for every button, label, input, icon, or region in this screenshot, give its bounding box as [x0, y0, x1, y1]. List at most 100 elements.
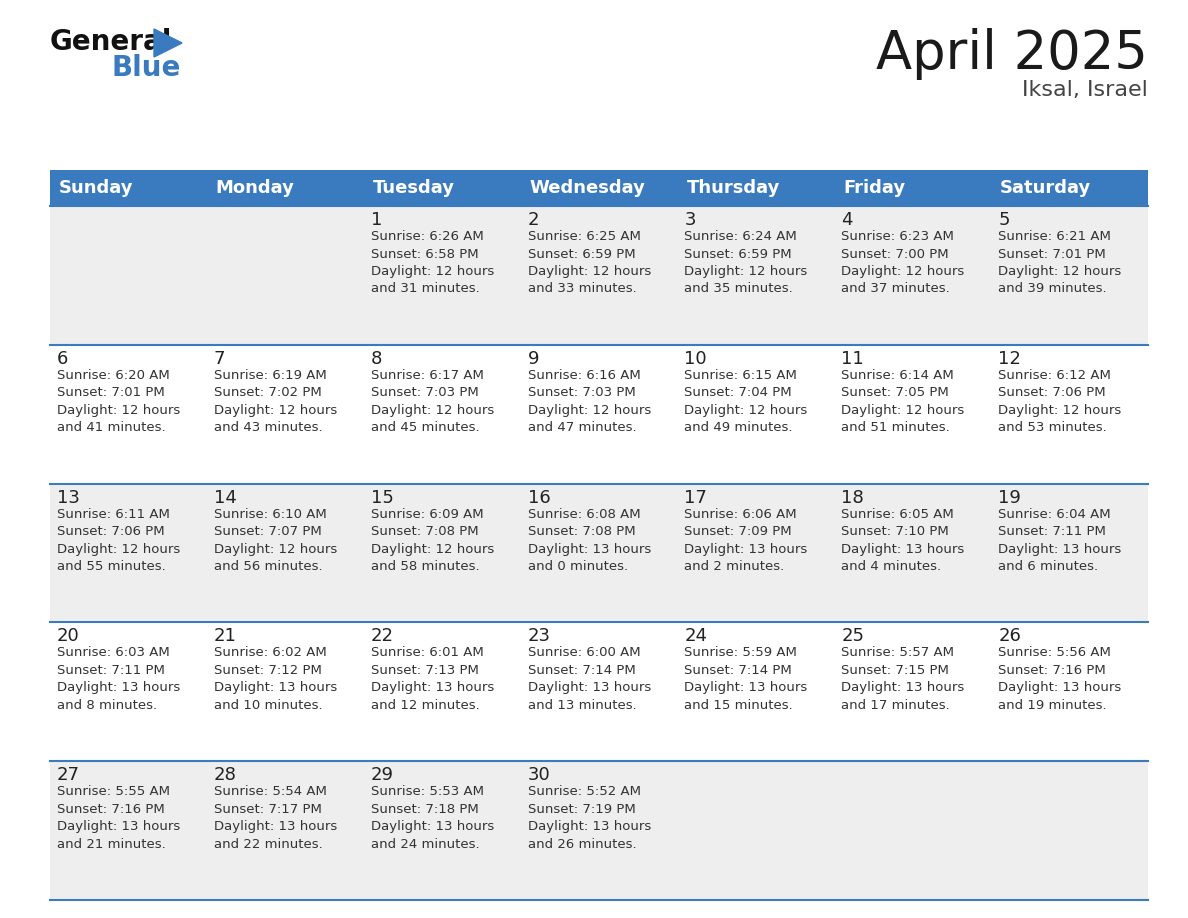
Text: and 49 minutes.: and 49 minutes.: [684, 421, 792, 434]
Text: 17: 17: [684, 488, 707, 507]
Text: Sunrise: 6:05 AM: Sunrise: 6:05 AM: [841, 508, 954, 521]
Text: Sunset: 6:59 PM: Sunset: 6:59 PM: [684, 248, 792, 261]
Text: and 45 minutes.: and 45 minutes.: [371, 421, 479, 434]
Bar: [834, 170, 991, 206]
Text: and 55 minutes.: and 55 minutes.: [57, 560, 166, 573]
Text: and 8 minutes.: and 8 minutes.: [57, 699, 157, 711]
Text: Monday: Monday: [216, 179, 295, 197]
Text: Daylight: 13 hours: Daylight: 13 hours: [214, 820, 337, 834]
Text: and 41 minutes.: and 41 minutes.: [57, 421, 165, 434]
Text: 16: 16: [527, 488, 550, 507]
Text: Sunset: 7:10 PM: Sunset: 7:10 PM: [841, 525, 949, 538]
Text: Sunrise: 6:19 AM: Sunrise: 6:19 AM: [214, 369, 327, 382]
Text: 22: 22: [371, 627, 393, 645]
Text: 11: 11: [841, 350, 864, 368]
Text: Sunset: 7:05 PM: Sunset: 7:05 PM: [841, 386, 949, 399]
Text: Sunset: 7:17 PM: Sunset: 7:17 PM: [214, 802, 322, 816]
Text: Daylight: 12 hours: Daylight: 12 hours: [371, 404, 494, 417]
Text: Sunrise: 5:57 AM: Sunrise: 5:57 AM: [841, 646, 954, 659]
Text: Daylight: 13 hours: Daylight: 13 hours: [371, 681, 494, 694]
Text: Daylight: 13 hours: Daylight: 13 hours: [527, 820, 651, 834]
Text: Sunrise: 6:04 AM: Sunrise: 6:04 AM: [998, 508, 1111, 521]
Text: Sunrise: 6:00 AM: Sunrise: 6:00 AM: [527, 646, 640, 659]
Text: Daylight: 13 hours: Daylight: 13 hours: [371, 820, 494, 834]
Text: and 35 minutes.: and 35 minutes.: [684, 283, 794, 296]
Bar: [50, 206, 1148, 345]
Bar: [50, 761, 1148, 900]
Text: 28: 28: [214, 767, 236, 784]
Text: 24: 24: [684, 627, 707, 645]
Text: 3: 3: [684, 211, 696, 229]
Text: 30: 30: [527, 767, 550, 784]
Text: 9: 9: [527, 350, 539, 368]
Text: and 26 minutes.: and 26 minutes.: [527, 838, 637, 851]
Text: Sunset: 7:01 PM: Sunset: 7:01 PM: [998, 248, 1106, 261]
Text: Daylight: 13 hours: Daylight: 13 hours: [998, 543, 1121, 555]
Text: Wednesday: Wednesday: [530, 179, 645, 197]
Text: Sunset: 6:59 PM: Sunset: 6:59 PM: [527, 248, 636, 261]
Bar: [50, 484, 1148, 622]
Text: Daylight: 13 hours: Daylight: 13 hours: [57, 820, 181, 834]
Text: Sunrise: 6:25 AM: Sunrise: 6:25 AM: [527, 230, 640, 243]
Text: Daylight: 13 hours: Daylight: 13 hours: [527, 681, 651, 694]
Text: 29: 29: [371, 767, 393, 784]
Text: Sunset: 7:07 PM: Sunset: 7:07 PM: [214, 525, 322, 538]
Text: Sunrise: 6:23 AM: Sunrise: 6:23 AM: [841, 230, 954, 243]
Text: Sunset: 7:01 PM: Sunset: 7:01 PM: [57, 386, 165, 399]
Text: Daylight: 13 hours: Daylight: 13 hours: [57, 681, 181, 694]
Text: 5: 5: [998, 211, 1010, 229]
Text: Sunrise: 5:55 AM: Sunrise: 5:55 AM: [57, 785, 170, 798]
Bar: [364, 170, 520, 206]
Text: Sunset: 7:16 PM: Sunset: 7:16 PM: [57, 802, 165, 816]
Text: Tuesday: Tuesday: [373, 179, 455, 197]
Text: Sunset: 7:00 PM: Sunset: 7:00 PM: [841, 248, 949, 261]
Text: 20: 20: [57, 627, 80, 645]
Text: Sunset: 7:11 PM: Sunset: 7:11 PM: [998, 525, 1106, 538]
Text: Sunset: 7:06 PM: Sunset: 7:06 PM: [57, 525, 165, 538]
Text: Daylight: 12 hours: Daylight: 12 hours: [841, 404, 965, 417]
Text: Sunrise: 5:56 AM: Sunrise: 5:56 AM: [998, 646, 1111, 659]
Text: Daylight: 12 hours: Daylight: 12 hours: [214, 404, 337, 417]
Text: Sunset: 7:09 PM: Sunset: 7:09 PM: [684, 525, 792, 538]
Text: and 39 minutes.: and 39 minutes.: [998, 283, 1107, 296]
Text: Sunrise: 6:02 AM: Sunrise: 6:02 AM: [214, 646, 327, 659]
Text: and 22 minutes.: and 22 minutes.: [214, 838, 323, 851]
Text: and 24 minutes.: and 24 minutes.: [371, 838, 479, 851]
Text: Sunset: 6:58 PM: Sunset: 6:58 PM: [371, 248, 479, 261]
Text: Daylight: 13 hours: Daylight: 13 hours: [684, 681, 808, 694]
Bar: [520, 170, 677, 206]
Text: 2: 2: [527, 211, 539, 229]
Text: Sunrise: 5:59 AM: Sunrise: 5:59 AM: [684, 646, 797, 659]
Text: Daylight: 12 hours: Daylight: 12 hours: [371, 265, 494, 278]
Text: Sunrise: 6:20 AM: Sunrise: 6:20 AM: [57, 369, 170, 382]
Text: Saturday: Saturday: [1000, 179, 1092, 197]
Text: and 2 minutes.: and 2 minutes.: [684, 560, 785, 573]
Bar: [991, 170, 1148, 206]
Text: and 13 minutes.: and 13 minutes.: [527, 699, 637, 711]
Text: Daylight: 13 hours: Daylight: 13 hours: [684, 543, 808, 555]
Text: Daylight: 12 hours: Daylight: 12 hours: [214, 543, 337, 555]
Text: Sunset: 7:12 PM: Sunset: 7:12 PM: [214, 664, 322, 677]
Text: and 33 minutes.: and 33 minutes.: [527, 283, 637, 296]
Text: and 51 minutes.: and 51 minutes.: [841, 421, 950, 434]
Text: 8: 8: [371, 350, 383, 368]
Text: 15: 15: [371, 488, 393, 507]
Text: and 47 minutes.: and 47 minutes.: [527, 421, 637, 434]
Text: Sunrise: 6:16 AM: Sunrise: 6:16 AM: [527, 369, 640, 382]
Text: Sunrise: 6:09 AM: Sunrise: 6:09 AM: [371, 508, 484, 521]
Text: 21: 21: [214, 627, 236, 645]
Text: Sunset: 7:14 PM: Sunset: 7:14 PM: [684, 664, 792, 677]
Text: Sunrise: 6:01 AM: Sunrise: 6:01 AM: [371, 646, 484, 659]
Text: Daylight: 13 hours: Daylight: 13 hours: [998, 681, 1121, 694]
Text: and 6 minutes.: and 6 minutes.: [998, 560, 1098, 573]
Text: 1: 1: [371, 211, 383, 229]
Text: 12: 12: [998, 350, 1020, 368]
Text: Sunrise: 6:14 AM: Sunrise: 6:14 AM: [841, 369, 954, 382]
Text: Sunset: 7:19 PM: Sunset: 7:19 PM: [527, 802, 636, 816]
Text: 10: 10: [684, 350, 707, 368]
Bar: [207, 170, 364, 206]
Text: Daylight: 12 hours: Daylight: 12 hours: [527, 404, 651, 417]
Text: Sunrise: 6:17 AM: Sunrise: 6:17 AM: [371, 369, 484, 382]
Text: Blue: Blue: [112, 54, 182, 82]
Text: 23: 23: [527, 627, 550, 645]
